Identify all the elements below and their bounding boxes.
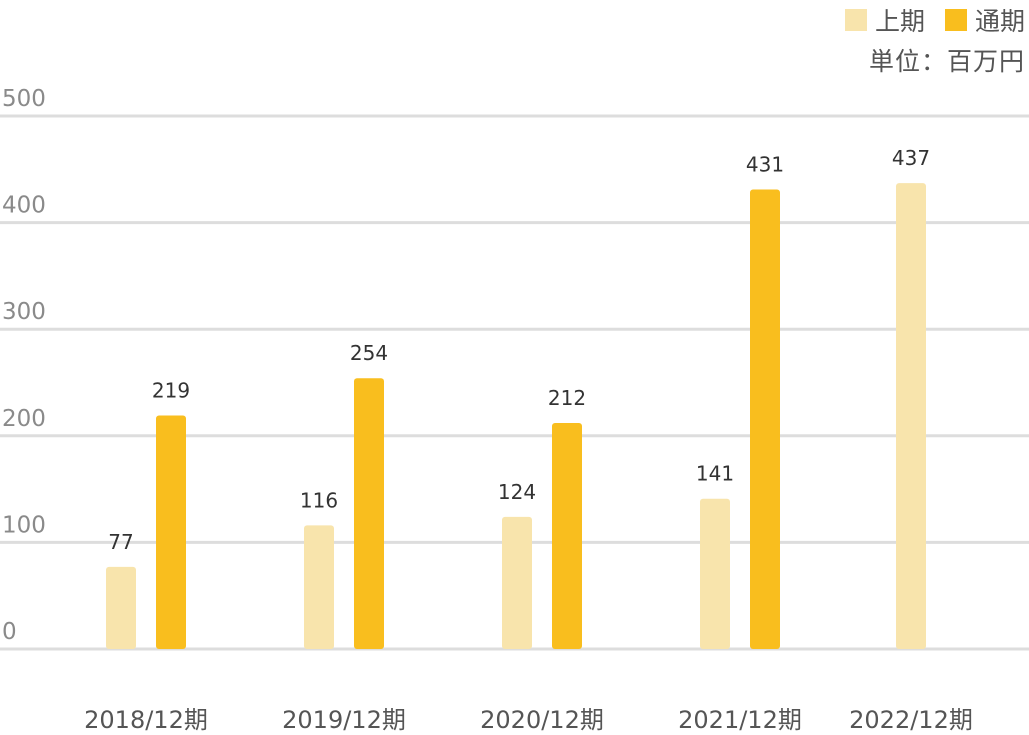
bar-full-year-0 [156,415,186,649]
legend: 上期 通期 [844,2,1025,38]
data-label-first-half-4: 437 [892,146,930,170]
data-label-first-half-0: 77 [108,530,133,554]
bar-full-year-3 [750,189,780,649]
bar-first-half-4 [896,183,926,649]
data-label-full-year-2: 212 [548,386,586,410]
x-axis-categories: 2018/12期 2019/12期 2020/12期 2021/12期 2022/12期 [84,706,973,734]
unit-label: 単位：百万円 [868,47,1025,76]
category-label-2: 2020/12期 [480,706,604,734]
data-label-first-half-3: 141 [696,462,734,486]
bar-first-half-1 [304,525,334,649]
bar-full-year-1 [354,378,384,649]
bar-full-year-2 [552,423,582,649]
y-axis-ticks: 0 100 200 300 400 500 [2,86,46,645]
data-label-full-year-3: 431 [746,153,784,177]
bar-first-half-3 [700,498,730,649]
legend-item-full-year: 通期 [944,2,1025,38]
legend-swatch-full-year [944,9,967,31]
category-label-0: 2018/12期 [84,706,208,734]
y-tick-label-100: 100 [2,512,46,538]
legend-swatch-first-half [844,9,867,31]
data-label-first-half-2: 124 [498,480,536,504]
legend-label-full-year: 通期 [974,7,1025,36]
y-tick-label-400: 400 [2,193,46,219]
legend-item-first-half: 上期 [844,2,925,38]
category-label-4: 2022/12期 [849,706,973,734]
category-label-1: 2019/12期 [282,706,406,734]
legend-label-first-half: 上期 [874,7,925,36]
y-tick-label-0: 0 [2,619,17,645]
bars [106,183,926,649]
data-label-full-year-1: 254 [350,341,388,365]
y-tick-label-500: 500 [2,86,46,112]
y-tick-label-300: 300 [2,299,46,325]
bar-first-half-0 [106,566,136,649]
bar-first-half-2 [502,516,532,649]
y-tick-label-200: 200 [2,406,46,432]
data-labels: 77 219 116 254 124 212 141 431 437 [108,146,930,554]
category-label-3: 2021/12期 [678,706,802,734]
data-label-full-year-0: 219 [152,379,190,403]
data-label-first-half-1: 116 [300,488,338,512]
